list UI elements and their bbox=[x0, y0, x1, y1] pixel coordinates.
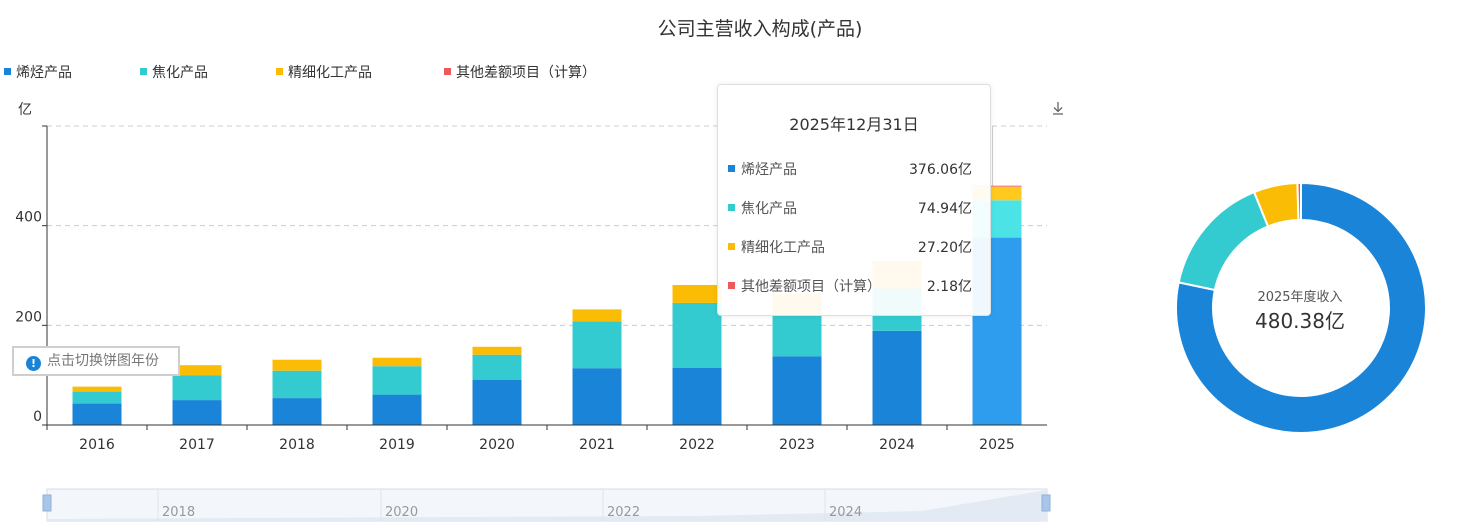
slider-label: 2018 bbox=[162, 505, 195, 520]
bar-segment[interactable] bbox=[772, 356, 822, 425]
donut-slice[interactable] bbox=[1177, 190, 1270, 292]
bar-segment[interactable] bbox=[372, 394, 422, 425]
tooltip-label: 精细化工产品 bbox=[741, 240, 825, 256]
tooltip-value: 2.18亿 bbox=[926, 279, 972, 295]
legend-label: 烯烃产品 bbox=[16, 65, 72, 81]
legend-swatch bbox=[4, 68, 11, 75]
tooltip-label: 焦化产品 bbox=[741, 201, 797, 217]
bar-segment[interactable] bbox=[172, 375, 222, 401]
bar-segment[interactable] bbox=[972, 185, 1022, 187]
legend-item-fine-chemical[interactable]: 精细化工产品 bbox=[276, 62, 372, 82]
bar-segment[interactable] bbox=[272, 398, 322, 425]
chart-title: 公司主营收入构成(产品) bbox=[657, 18, 863, 40]
bar-chart: 亿 0 200 400 2016 2017 2018 2019 2020 2021 2022 202… bbox=[15, 102, 1047, 453]
tooltip-value: 74.94亿 bbox=[917, 201, 972, 217]
y-tick-label: 0 bbox=[33, 409, 42, 425]
data-zoom-slider[interactable]: 2018 2020 2022 2024 bbox=[42, 486, 1052, 526]
bar-segment[interactable] bbox=[372, 357, 422, 367]
slider-data-shadow bbox=[47, 490, 1047, 521]
donut-center-label: 2025年度收入 bbox=[1257, 290, 1343, 305]
bar-segment[interactable] bbox=[472, 346, 522, 355]
tooltip-swatch bbox=[728, 243, 735, 250]
tooltip: 2025年12月31日 烯烃产品 376.06亿 焦化产品 74.94亿 精细化… bbox=[717, 84, 991, 316]
x-tick-label: 2021 bbox=[579, 437, 615, 453]
bar-segment[interactable] bbox=[172, 400, 222, 425]
tooltip-row: 其他差额项目（计算） 2.18亿 bbox=[728, 276, 972, 296]
tooltip-date: 2025年12月31日 bbox=[789, 115, 919, 134]
bar-segment[interactable] bbox=[72, 403, 122, 425]
bar-segment[interactable] bbox=[272, 359, 322, 371]
bar-segment[interactable] bbox=[672, 302, 722, 368]
slider-handle-left[interactable] bbox=[42, 494, 52, 512]
legend-label: 其他差额项目（计算） bbox=[456, 65, 596, 81]
bar-segment[interactable] bbox=[572, 368, 622, 425]
x-tick-label: 2025 bbox=[979, 437, 1015, 453]
slider-label: 2024 bbox=[829, 505, 862, 520]
bar-segment[interactable] bbox=[572, 309, 622, 322]
legend-swatch bbox=[276, 68, 283, 75]
bar-segment[interactable] bbox=[172, 365, 222, 376]
bar-segment[interactable] bbox=[72, 391, 122, 404]
x-tick-label: 2022 bbox=[679, 437, 715, 453]
x-tick-label: 2016 bbox=[79, 437, 115, 453]
donut-chart bbox=[1175, 181, 1427, 434]
y-axis-unit: 亿 bbox=[18, 102, 32, 118]
x-tick-label: 2017 bbox=[179, 437, 215, 453]
bar-segment[interactable] bbox=[672, 284, 722, 303]
slider-handle-right[interactable] bbox=[1041, 494, 1051, 512]
legend-label: 焦化产品 bbox=[152, 65, 208, 81]
x-tick-label: 2023 bbox=[779, 437, 815, 453]
bar-segment[interactable] bbox=[872, 330, 922, 425]
legend-swatch bbox=[444, 68, 451, 75]
bar-segment[interactable] bbox=[472, 379, 522, 425]
legend-swatch bbox=[140, 68, 147, 75]
bar-segment[interactable] bbox=[72, 386, 122, 392]
x-tick-label: 2018 bbox=[279, 437, 315, 453]
bar-segment[interactable] bbox=[772, 314, 822, 357]
tooltip-row: 精细化工产品 27.20亿 bbox=[728, 237, 972, 257]
tooltip-label: 烯烃产品 bbox=[741, 162, 797, 178]
y-tick-label: 200 bbox=[15, 309, 42, 325]
legend-item-coking[interactable]: 焦化产品 bbox=[140, 62, 208, 82]
y-tick-label: 400 bbox=[15, 210, 42, 226]
legend-label: 精细化工产品 bbox=[288, 65, 372, 81]
tooltip-value: 376.06亿 bbox=[909, 162, 972, 178]
info-icon: ! bbox=[26, 356, 41, 371]
tooltip-value: 27.20亿 bbox=[917, 240, 972, 256]
pie-year-toggle-button[interactable]: ! 点击切换饼图年份 bbox=[12, 346, 180, 376]
x-tick-label: 2020 bbox=[479, 437, 515, 453]
legend-item-olefin[interactable]: 烯烃产品 bbox=[4, 62, 72, 82]
tooltip-row: 烯烃产品 376.06亿 bbox=[728, 159, 972, 179]
slider-label: 2020 bbox=[385, 505, 418, 520]
bar-segment[interactable] bbox=[372, 366, 422, 395]
slider-label: 2022 bbox=[607, 505, 640, 520]
bar-segment[interactable] bbox=[272, 370, 322, 399]
x-tick-label: 2019 bbox=[379, 437, 415, 453]
tooltip-label: 其他差额项目（计算） bbox=[741, 279, 881, 295]
pie-toggle-label: 点击切换饼图年份 bbox=[47, 353, 159, 369]
tooltip-row: 焦化产品 74.94亿 bbox=[728, 198, 972, 218]
x-tick-label: 2024 bbox=[879, 437, 915, 453]
donut-slice[interactable] bbox=[1296, 181, 1302, 222]
donut-center-value: 480.38亿 bbox=[1255, 309, 1345, 333]
bar-segment[interactable] bbox=[472, 354, 522, 380]
tooltip-swatch bbox=[728, 282, 735, 289]
bar-segment[interactable] bbox=[572, 321, 622, 369]
legend-item-other[interactable]: 其他差额项目（计算） bbox=[444, 62, 596, 82]
tooltip-swatch bbox=[728, 165, 735, 172]
tooltip-swatch bbox=[728, 204, 735, 211]
download-icon[interactable] bbox=[1050, 100, 1066, 116]
bar-segment[interactable] bbox=[672, 367, 722, 425]
donut-slice[interactable] bbox=[1175, 181, 1427, 434]
